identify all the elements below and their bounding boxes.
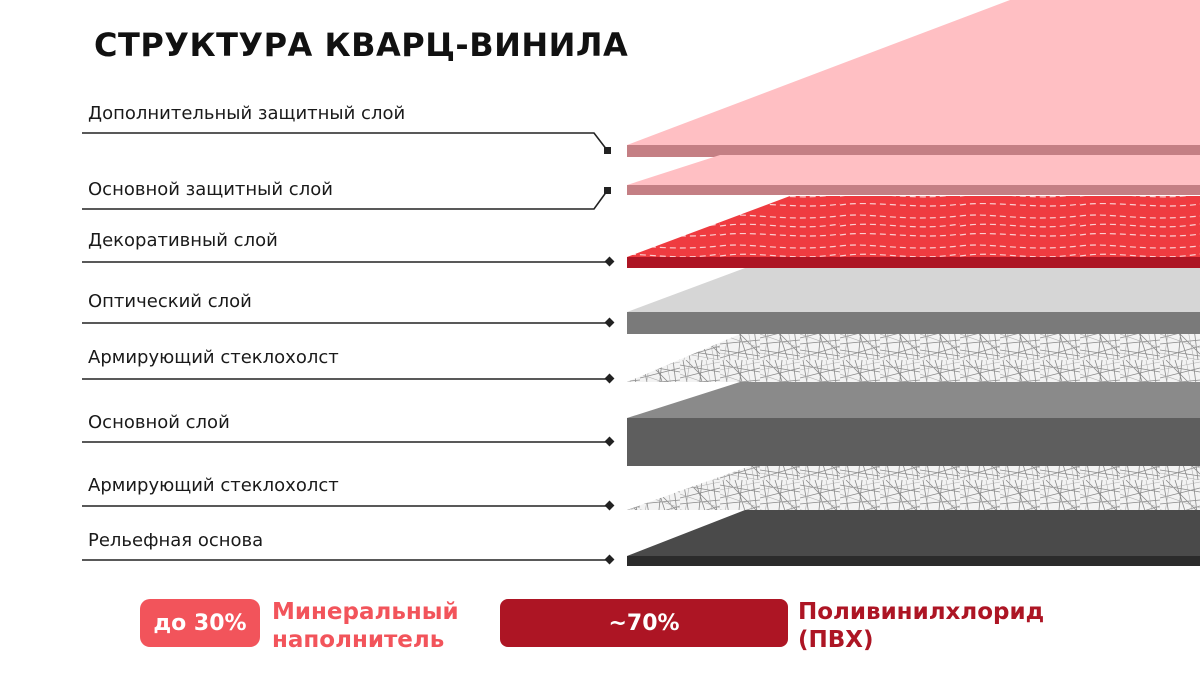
label-optical-layer: Оптический слой: [88, 291, 252, 312]
pvc-percent-badge: ~70%: [500, 599, 788, 647]
leader-marker-5: [604, 373, 615, 384]
leader-marker-3: [604, 256, 615, 267]
layer-main-protective-edge: [627, 185, 1200, 195]
layer-additional-protective-top: [627, 0, 1200, 145]
layer-decorative-top: [627, 196, 1200, 257]
mineral-label: Минеральный наполнитель: [272, 598, 459, 654]
layer-optical-edge: [627, 312, 1200, 334]
label-main-protective-layer: Основной защитный слой: [88, 179, 333, 200]
layer-additional-protective-edge: [627, 145, 1200, 157]
label-relief-base: Рельефная основа: [88, 530, 264, 551]
layer-relief-top: [627, 510, 1200, 556]
label-additional-protective-layer: Дополнительный защитный слой: [88, 103, 406, 124]
leader-line-2: [82, 190, 608, 210]
pvc-label-line1: Поливинилхлорид: [798, 599, 1045, 625]
label-main-layer: Основной слой: [88, 412, 230, 433]
label-fiberglass-2: Армирующий стеклохолст: [88, 475, 339, 496]
layer-fiberglass-1: [627, 334, 1200, 382]
mineral-label-line1: Минеральный: [272, 599, 459, 625]
layer-main-top: [627, 382, 1200, 418]
leader-marker-1: [604, 147, 611, 154]
leader-marker-7: [604, 500, 615, 511]
leader-marker-8: [604, 554, 615, 565]
leader-marker-6: [604, 436, 615, 447]
layer-main-protective-top: [627, 155, 1200, 185]
label-decorative-layer: Декоративный слой: [88, 230, 278, 251]
mineral-label-line2: наполнитель: [272, 627, 445, 653]
leader-marker-4: [604, 317, 615, 328]
layer-optical-top: [627, 268, 1200, 312]
pvc-label: Поливинилхлорид (ПВХ): [798, 598, 1044, 654]
layer-relief-edge: [627, 556, 1200, 566]
pvc-label-line2: (ПВХ): [798, 627, 874, 653]
page-title: СТРУКТУРА КВАРЦ-ВИНИЛА: [94, 26, 629, 64]
layer-decorative-edge: [627, 257, 1200, 268]
mineral-percent-badge: до 30%: [140, 599, 260, 647]
layer-fiberglass-2: [627, 466, 1200, 510]
leader-line-1: [82, 132, 608, 151]
label-fiberglass-1: Армирующий стеклохолст: [88, 347, 339, 368]
leader-marker-2: [604, 187, 611, 194]
layer-main-edge: [627, 418, 1200, 466]
